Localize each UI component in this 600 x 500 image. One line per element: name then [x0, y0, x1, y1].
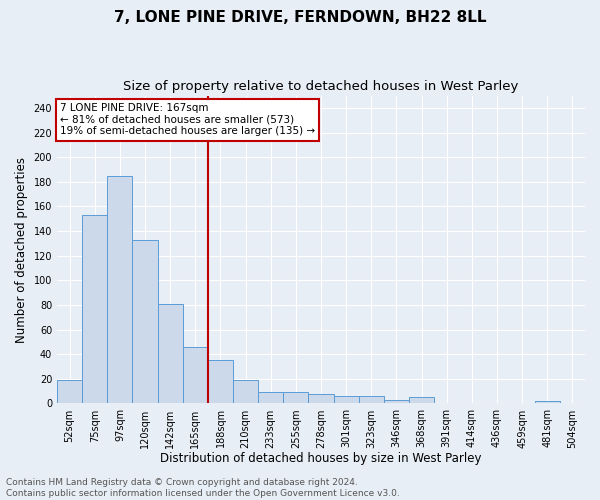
- Bar: [183, 347, 208, 404]
- Bar: [409, 398, 434, 404]
- Bar: [133, 240, 158, 404]
- Bar: [283, 392, 308, 404]
- Bar: [57, 380, 82, 404]
- Bar: [82, 215, 107, 404]
- Title: Size of property relative to detached houses in West Parley: Size of property relative to detached ho…: [124, 80, 519, 93]
- Bar: [158, 304, 183, 404]
- Text: 7, LONE PINE DRIVE, FERNDOWN, BH22 8LL: 7, LONE PINE DRIVE, FERNDOWN, BH22 8LL: [114, 10, 486, 25]
- Bar: [334, 396, 359, 404]
- Text: 7 LONE PINE DRIVE: 167sqm
← 81% of detached houses are smaller (573)
19% of semi: 7 LONE PINE DRIVE: 167sqm ← 81% of detac…: [59, 104, 315, 136]
- Y-axis label: Number of detached properties: Number of detached properties: [15, 156, 28, 342]
- Bar: [359, 396, 384, 404]
- Bar: [384, 400, 409, 404]
- Bar: [233, 380, 258, 404]
- Text: Contains HM Land Registry data © Crown copyright and database right 2024.
Contai: Contains HM Land Registry data © Crown c…: [6, 478, 400, 498]
- X-axis label: Distribution of detached houses by size in West Parley: Distribution of detached houses by size …: [160, 452, 482, 465]
- Bar: [208, 360, 233, 404]
- Bar: [308, 394, 334, 404]
- Bar: [258, 392, 283, 404]
- Bar: [535, 401, 560, 404]
- Bar: [107, 176, 133, 404]
